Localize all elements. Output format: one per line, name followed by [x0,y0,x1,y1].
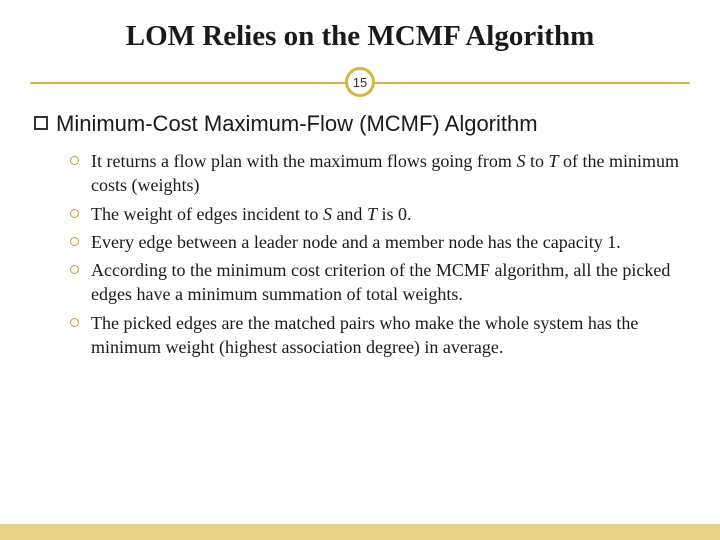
circle-bullet-icon [70,318,79,327]
text-run: to [525,151,548,171]
footer-accent-bar [0,524,720,540]
divider: 15 [30,67,690,97]
text-run: and [332,204,367,224]
list-item-text: The weight of edges incident to S and T … [91,202,411,226]
main-bullet: Minimum-Cost Maximum-Flow (MCMF) Algorit… [30,111,690,137]
page-title: LOM Relies on the MCMF Algorithm [30,20,690,53]
list-item: According to the minimum cost criterion … [70,258,690,307]
sub-bullet-list: It returns a flow plan with the maximum … [30,149,690,359]
text-italic: S [323,204,332,224]
circle-bullet-icon [70,156,79,165]
circle-bullet-icon [70,209,79,218]
main-bullet-text: Minimum-Cost Maximum-Flow (MCMF) Algorit… [56,111,538,137]
text-italic: T [548,151,558,171]
text-run: It returns a flow plan with the maximum … [91,151,516,171]
list-item-text: Every edge between a leader node and a m… [91,230,621,254]
page-number-badge: 15 [345,67,375,97]
circle-bullet-icon [70,237,79,246]
list-item-text: According to the minimum cost criterion … [91,258,690,307]
list-item-text: The picked edges are the matched pairs w… [91,311,690,360]
text-run: The weight of edges incident to [91,204,323,224]
slide: LOM Relies on the MCMF Algorithm 15 Mini… [0,0,720,540]
list-item: The picked edges are the matched pairs w… [70,311,690,360]
square-bullet-icon [34,116,48,130]
list-item: It returns a flow plan with the maximum … [70,149,690,198]
text-run: is 0. [377,204,412,224]
text-italic: T [367,204,377,224]
list-item-text: It returns a flow plan with the maximum … [91,149,690,198]
list-item: The weight of edges incident to S and T … [70,202,690,226]
circle-bullet-icon [70,265,79,274]
list-item: Every edge between a leader node and a m… [70,230,690,254]
